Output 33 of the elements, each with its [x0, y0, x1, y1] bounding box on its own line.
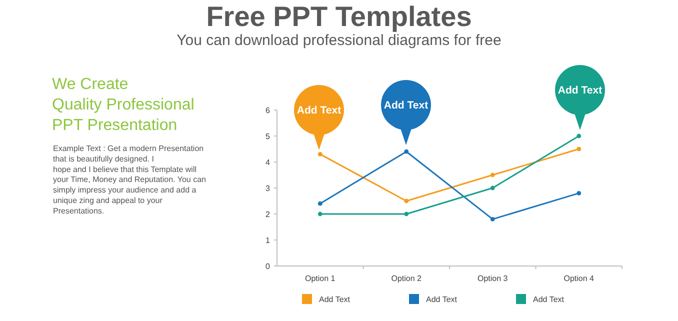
point [490, 172, 495, 178]
chart-title: Free PPT Templates [206, 1, 472, 32]
point [318, 152, 322, 156]
y-tick-label: 6 [266, 106, 271, 115]
legend-label: Add Text [319, 294, 351, 304]
chart-subtitle: You can download professional diagrams for free [176, 32, 502, 49]
point [404, 198, 409, 204]
point [490, 217, 495, 222]
text: Add Text [558, 84, 603, 97]
point [576, 134, 582, 138]
point [576, 191, 582, 196]
text: Example Text : Get a modern Presentation that is beautifully designed. I hope and I believe that this Template will your Time, Money and Reputation. You can simply impress your audience and add a unique zing and appeal to your Presentations. [53, 144, 206, 216]
x-tick-label: Option 2 [391, 274, 422, 283]
point [490, 186, 495, 190]
y-tick-label: 1 [266, 236, 271, 245]
legend-label: Add Text [533, 294, 565, 304]
x-tick-label: Option 4 [564, 274, 595, 283]
point [404, 212, 409, 216]
y-tick-label: 2 [266, 210, 271, 219]
y-tick-label: 0 [266, 262, 271, 271]
x-tick-label: Option 1 [305, 274, 336, 283]
point [404, 149, 409, 154]
point [576, 146, 582, 152]
y-tick-label: 4 [266, 158, 271, 167]
annotation: Add Text [384, 100, 429, 112]
annotation: Add Text [296, 104, 342, 117]
y-tick-label: 5 [266, 132, 271, 141]
legend-label: Add Text [426, 294, 458, 304]
text: We Create Quality Professional PPT Presentation [52, 76, 194, 134]
x-tick-label: Option 3 [478, 274, 508, 283]
point [318, 212, 322, 216]
point [318, 201, 322, 206]
y-tick-label: 3 [266, 184, 271, 193]
